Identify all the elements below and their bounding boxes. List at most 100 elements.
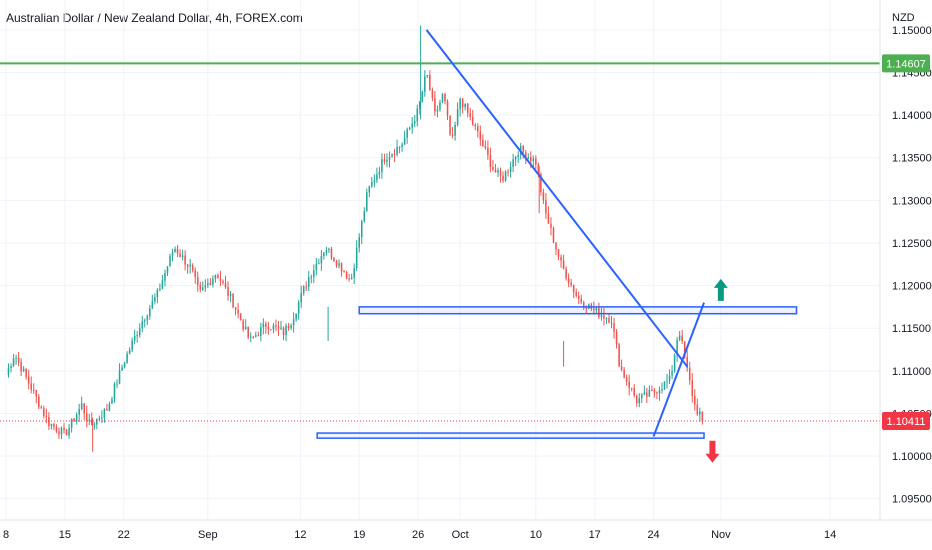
y-tick-label: 1.11000 [892,366,931,378]
candle-body [305,286,308,288]
candle-body [20,362,22,372]
candle-body [441,94,444,103]
candle-body [90,419,93,426]
candle-body [277,326,280,329]
candle-body [507,171,509,173]
candle-body [159,288,161,290]
candle-body [128,349,131,354]
candle-body [411,123,413,128]
candle-body [386,159,388,162]
descending-trendline[interactable] [425,29,689,368]
chart-title: Australian Dollar / New Zealand Dollar, … [6,11,303,25]
candle-body [338,263,340,266]
candle-body [643,392,646,395]
candle-body [474,124,477,127]
drawing-annotations [0,29,880,463]
candle-body [605,318,608,320]
price-axis[interactable]: 1.095001.100001.105001.110001.115001.120… [892,25,932,506]
candle-body [232,293,234,308]
currency-label: NZD [892,12,915,24]
candle-body [106,409,108,411]
candle-body [547,213,550,224]
candle-body [565,268,567,279]
resistance-price-tag [882,54,930,73]
candle-body [63,428,65,430]
candle-body [60,428,63,435]
candle-body [189,264,191,267]
candle-body [22,368,25,372]
resistance-zone-box[interactable] [358,306,798,315]
candle-body [214,275,217,279]
candle-body [209,282,212,285]
candle-body [229,293,232,296]
rising-wedge-line[interactable] [652,302,705,437]
candle-body [613,323,615,332]
candle-body [373,180,376,182]
candle-body [17,357,20,363]
candle-body [88,419,91,421]
candle-body [451,134,454,136]
candle-body [575,292,577,296]
candle-body [509,166,512,172]
candle-body [204,285,207,288]
candle-body [30,383,33,390]
candle-body [492,167,494,170]
candle-body [360,220,363,238]
candle-body [15,357,17,359]
candle-body [477,126,479,132]
x-tick-label: Oct [452,529,469,541]
candle-body [701,411,704,422]
candle-body [398,146,401,148]
candle-body [502,175,504,181]
x-tick-label: 24 [647,529,659,541]
candle-body [68,427,70,436]
candle-body [668,375,671,382]
support-zone-box[interactable] [316,432,705,439]
candle-body [681,335,683,342]
candle-body [406,129,408,138]
resistance-price-tag-text: 1.14607 [886,58,926,70]
candle-body [50,423,53,426]
candle-body [55,426,58,432]
candle-body [282,327,285,335]
candle-body [234,307,237,310]
candle-body [98,418,101,420]
time-axis[interactable]: 8 15 22 Sep 12 19 26 Oct 10 17 24 Nov 14 [3,529,836,541]
candle-body [202,287,204,290]
candle-body [418,101,421,109]
y-tick-label: 1.09500 [892,494,932,506]
candle-body [540,173,542,192]
current-price-tag-text: 1.10411 [887,416,926,428]
candle-body [570,282,572,285]
candle-body [610,322,613,324]
candle-body [434,97,436,112]
candle-body [479,131,482,140]
candle-body [141,321,144,329]
candle-body [366,192,368,212]
candle-body [151,301,154,309]
x-tick-label: 14 [824,529,836,541]
candle-body [625,377,628,382]
candle-body [464,103,466,108]
candle-body [350,277,353,279]
candle-body [527,157,530,159]
candle-body [436,109,439,112]
candle-body [383,159,386,162]
candle-body [557,249,560,257]
candle-body [391,153,393,157]
candle-body [35,390,38,397]
candle-body [560,256,562,261]
candle-body [270,329,272,331]
candle-body [393,153,396,155]
candle-body [85,413,88,421]
candle-body [595,308,598,311]
x-tick-label: 26 [412,529,424,541]
candle-body [272,325,275,330]
candle-body [600,315,603,317]
candle-body [239,313,242,321]
candle-body [699,411,701,415]
candle-body [108,403,111,411]
candle-body [582,302,585,308]
y-tick-label: 1.12000 [892,281,932,293]
